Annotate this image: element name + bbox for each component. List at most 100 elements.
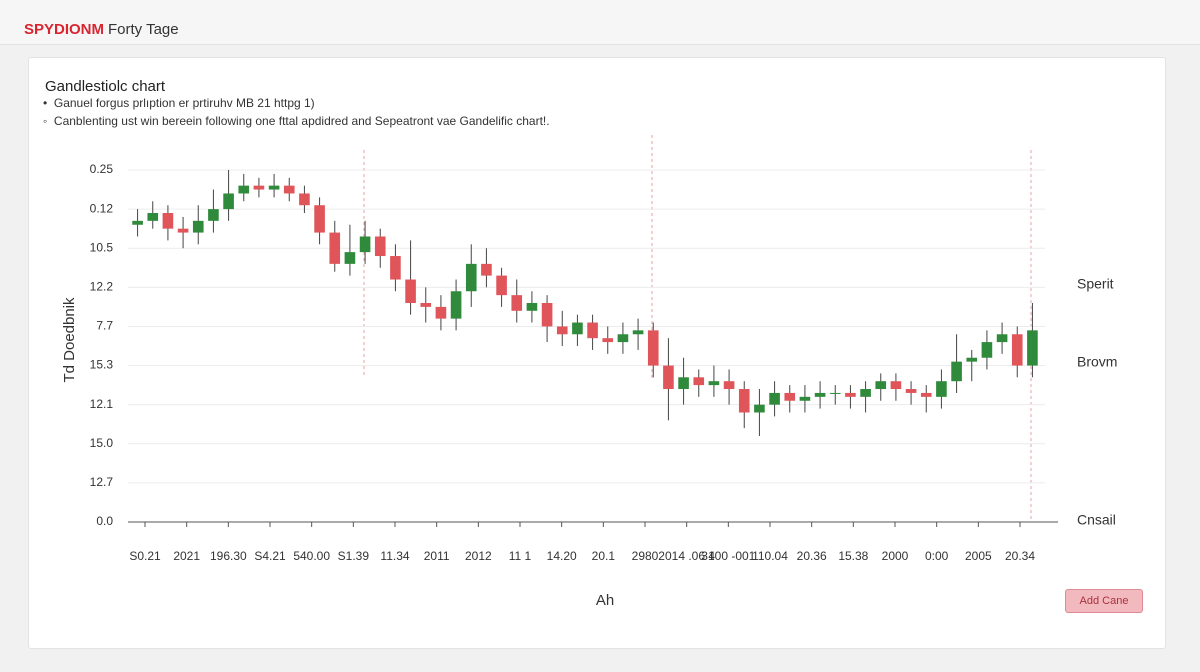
x-tick-label: 14.20 — [547, 549, 577, 563]
candle-body — [981, 342, 993, 358]
x-tick-label: 2980 — [632, 549, 659, 563]
candle-body — [390, 256, 401, 280]
y-tick-label: 10.5 — [90, 240, 114, 254]
top-bar: SPYDIONM Forty Tage — [0, 0, 1200, 45]
candle-body — [329, 232, 341, 264]
candle-body — [814, 392, 826, 397]
candle-body — [496, 275, 507, 296]
x-tick-label: 110.04 — [752, 549, 788, 563]
candle-body — [799, 396, 811, 401]
x-tick-label: 2000 — [882, 549, 909, 563]
y-tick-label: 0.12 — [90, 201, 114, 215]
x-tick-label: 2011 — [424, 549, 450, 563]
candle-body — [845, 392, 856, 397]
candle-body — [587, 322, 598, 339]
candle-body — [647, 330, 659, 366]
candle-body — [435, 306, 447, 319]
candle-body — [556, 326, 568, 335]
add-button[interactable]: Add Cane — [1065, 589, 1143, 613]
candle-body — [541, 302, 553, 327]
y-tick-label: 0.0 — [96, 514, 113, 528]
bullet-text: Ganuel forgus prlıption er prtiruhv MB 2… — [53, 96, 315, 110]
candle-body — [860, 389, 871, 397]
candle-body — [769, 392, 780, 405]
x-tick-label: 11 1 — [509, 549, 532, 563]
chart-card: Gandlestiolc chart • Ganuel forgus prlıp… — [28, 57, 1166, 649]
logo: SPYDIONM — [24, 21, 105, 38]
candle-body — [283, 185, 295, 194]
y-tick-label: 15.0 — [90, 436, 114, 450]
candle-body — [905, 389, 917, 393]
y-tick-label: 12.7 — [90, 475, 114, 489]
chart-title: Gandlestiolc chart — [45, 78, 166, 95]
bullet: • Ganuel forgus prlıption er prtiruhv MB… — [43, 96, 315, 110]
candle-body — [481, 263, 492, 276]
candle-body — [996, 334, 1008, 343]
candle-body — [450, 291, 462, 319]
candle-body — [374, 236, 386, 257]
candle-body — [253, 185, 265, 190]
bullet: ◦ Canblenting ust win bereein following … — [43, 114, 550, 128]
candle-body — [465, 263, 477, 292]
candle-body — [162, 213, 174, 229]
x-tick-label: 2005 — [965, 549, 992, 563]
x-tick-label: 2014 .06 4 — [658, 549, 715, 563]
candle-body — [299, 193, 310, 206]
x-tick-label: 20.36 — [797, 549, 827, 563]
candle-body — [1011, 334, 1023, 366]
candle-body — [359, 236, 371, 253]
candle-body — [738, 389, 750, 413]
annotation: Brovm — [1077, 354, 1117, 370]
x-tick-label: 11.34 — [380, 549, 409, 563]
candle-body — [208, 209, 219, 221]
candle-body — [344, 252, 356, 264]
candle-body — [663, 365, 674, 390]
candle-body — [572, 322, 583, 335]
candle-body — [632, 330, 644, 335]
candle-body — [784, 392, 796, 401]
candle-body — [617, 334, 629, 343]
brand: SPYDIONM Forty Tage — [24, 21, 179, 38]
y-tick-label: 15.3 — [90, 358, 114, 372]
candle-body — [268, 185, 280, 190]
x-tick-label: S0.21 — [129, 549, 161, 563]
candle-body — [223, 193, 234, 210]
x-tick-label: S4.21 — [254, 549, 286, 563]
candle-body — [405, 279, 416, 303]
x-tick-label: 0:00 — [925, 549, 949, 563]
annotation: Sperit — [1077, 276, 1114, 292]
candle-body — [314, 205, 325, 233]
y-tick-label: 12.2 — [90, 280, 114, 294]
candle-body — [708, 381, 720, 386]
candle-body — [132, 220, 143, 225]
x-axis-title: Ah — [596, 592, 614, 609]
candle-body — [192, 220, 204, 233]
candle-body — [723, 381, 735, 390]
candle-body — [602, 338, 614, 343]
candle-body — [511, 295, 523, 311]
y-tick-label: 7.7 — [96, 319, 113, 333]
candle-body — [238, 185, 250, 194]
x-tick-label: 196.30 — [210, 549, 247, 563]
y-tick-label: 12.1 — [90, 397, 114, 411]
x-tick-label: 15.38 — [838, 549, 868, 563]
x-tick-label: 2021 — [173, 549, 200, 563]
x-tick-label: 540.00 — [293, 549, 330, 563]
x-tick-label: 3100 -001 — [701, 549, 755, 563]
candle-body — [936, 381, 947, 397]
candle-body — [951, 361, 962, 382]
y-tick-label: 0.25 — [90, 162, 114, 176]
candle-body — [177, 228, 189, 233]
candle-body — [875, 381, 887, 390]
annotation: Cnsail — [1077, 512, 1116, 528]
x-tick-label: 2012 — [465, 549, 492, 563]
candle-body — [829, 392, 841, 394]
candle-body — [147, 213, 159, 221]
candle-body — [693, 377, 705, 386]
bullet-text: Canblenting ust win bereein following on… — [53, 114, 550, 128]
candle-body — [754, 404, 765, 413]
x-tick-label: 20.34 — [1005, 549, 1035, 563]
x-tick-label: S1.39 — [338, 549, 370, 563]
candle-body — [920, 392, 932, 397]
